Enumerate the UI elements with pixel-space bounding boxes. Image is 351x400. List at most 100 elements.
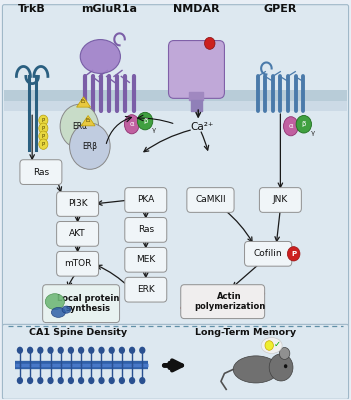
Circle shape bbox=[284, 364, 287, 368]
Ellipse shape bbox=[180, 300, 202, 309]
Text: P: P bbox=[42, 134, 45, 139]
FancyBboxPatch shape bbox=[187, 188, 234, 212]
Ellipse shape bbox=[186, 292, 207, 304]
Text: JNK: JNK bbox=[273, 196, 288, 204]
Circle shape bbox=[205, 37, 215, 49]
Circle shape bbox=[269, 354, 293, 381]
Text: Ca²⁺: Ca²⁺ bbox=[190, 122, 213, 132]
Circle shape bbox=[39, 139, 48, 149]
Circle shape bbox=[60, 104, 99, 148]
Text: α: α bbox=[289, 123, 293, 129]
Bar bbox=[4, 101, 347, 111]
Circle shape bbox=[47, 377, 54, 384]
FancyBboxPatch shape bbox=[57, 222, 99, 246]
FancyBboxPatch shape bbox=[168, 40, 224, 98]
Text: Ras: Ras bbox=[138, 225, 154, 234]
Text: CaMKII: CaMKII bbox=[195, 196, 226, 204]
Circle shape bbox=[279, 348, 290, 360]
Ellipse shape bbox=[51, 308, 65, 317]
Circle shape bbox=[119, 347, 125, 354]
Polygon shape bbox=[77, 97, 91, 107]
Ellipse shape bbox=[284, 117, 298, 136]
Polygon shape bbox=[81, 116, 95, 126]
Ellipse shape bbox=[80, 40, 120, 74]
Text: P: P bbox=[42, 126, 45, 131]
Ellipse shape bbox=[125, 115, 139, 134]
Circle shape bbox=[39, 115, 48, 126]
FancyBboxPatch shape bbox=[43, 285, 120, 322]
Text: PKA: PKA bbox=[137, 196, 154, 204]
Circle shape bbox=[78, 377, 84, 384]
Circle shape bbox=[88, 347, 94, 354]
Circle shape bbox=[129, 347, 135, 354]
Text: γ: γ bbox=[311, 130, 315, 136]
Circle shape bbox=[129, 377, 135, 384]
Text: Actin
polymerization: Actin polymerization bbox=[194, 292, 265, 311]
FancyBboxPatch shape bbox=[125, 188, 167, 212]
Circle shape bbox=[58, 347, 64, 354]
Text: mGluR1a: mGluR1a bbox=[81, 4, 137, 14]
Circle shape bbox=[137, 112, 153, 130]
Text: GPER: GPER bbox=[264, 4, 297, 14]
Text: Cofilin: Cofilin bbox=[254, 249, 283, 258]
Ellipse shape bbox=[45, 294, 65, 310]
Bar bbox=[4, 90, 347, 102]
FancyBboxPatch shape bbox=[259, 188, 302, 212]
Circle shape bbox=[68, 347, 74, 354]
Circle shape bbox=[69, 123, 110, 169]
Ellipse shape bbox=[238, 301, 260, 310]
Text: E₂: E₂ bbox=[85, 118, 91, 123]
Ellipse shape bbox=[193, 301, 214, 312]
Circle shape bbox=[265, 341, 273, 350]
Circle shape bbox=[58, 377, 64, 384]
Circle shape bbox=[108, 377, 115, 384]
FancyBboxPatch shape bbox=[125, 248, 167, 272]
Circle shape bbox=[17, 347, 23, 354]
FancyBboxPatch shape bbox=[125, 277, 167, 302]
Text: mTOR: mTOR bbox=[64, 259, 91, 268]
Text: Long-Term Memory: Long-Term Memory bbox=[195, 328, 296, 337]
Circle shape bbox=[78, 347, 84, 354]
Text: E₂: E₂ bbox=[81, 100, 86, 104]
Text: MEK: MEK bbox=[136, 255, 155, 264]
Circle shape bbox=[39, 131, 48, 142]
Ellipse shape bbox=[62, 306, 71, 313]
Circle shape bbox=[98, 377, 105, 384]
Circle shape bbox=[47, 347, 54, 354]
Circle shape bbox=[37, 347, 44, 354]
Text: ERK: ERK bbox=[137, 285, 155, 294]
FancyBboxPatch shape bbox=[57, 192, 99, 216]
Circle shape bbox=[287, 247, 300, 261]
Text: CA1 Spine Density: CA1 Spine Density bbox=[28, 328, 127, 337]
Ellipse shape bbox=[244, 292, 265, 303]
FancyBboxPatch shape bbox=[2, 324, 349, 399]
Text: ✓: ✓ bbox=[274, 340, 281, 349]
Circle shape bbox=[68, 377, 74, 384]
Text: β: β bbox=[302, 121, 306, 127]
Circle shape bbox=[296, 116, 311, 133]
Text: β: β bbox=[143, 118, 147, 124]
FancyBboxPatch shape bbox=[20, 160, 62, 184]
Text: Ras: Ras bbox=[33, 168, 49, 176]
Circle shape bbox=[39, 123, 48, 134]
FancyBboxPatch shape bbox=[2, 5, 349, 328]
Circle shape bbox=[139, 347, 145, 354]
Circle shape bbox=[139, 377, 145, 384]
Text: ERα: ERα bbox=[72, 122, 87, 131]
Circle shape bbox=[98, 347, 105, 354]
Text: P: P bbox=[42, 118, 45, 123]
Text: P: P bbox=[42, 142, 45, 147]
Circle shape bbox=[88, 377, 94, 384]
Text: ERβ: ERβ bbox=[82, 142, 97, 151]
Circle shape bbox=[119, 377, 125, 384]
Text: Local protein
synthesis: Local protein synthesis bbox=[57, 294, 119, 313]
Text: AKT: AKT bbox=[69, 229, 86, 238]
Circle shape bbox=[17, 377, 23, 384]
Circle shape bbox=[108, 347, 115, 354]
FancyBboxPatch shape bbox=[125, 218, 167, 242]
Circle shape bbox=[27, 347, 33, 354]
Ellipse shape bbox=[261, 338, 282, 354]
Text: NMDAR: NMDAR bbox=[173, 4, 220, 14]
Ellipse shape bbox=[233, 356, 279, 383]
Circle shape bbox=[27, 377, 33, 384]
